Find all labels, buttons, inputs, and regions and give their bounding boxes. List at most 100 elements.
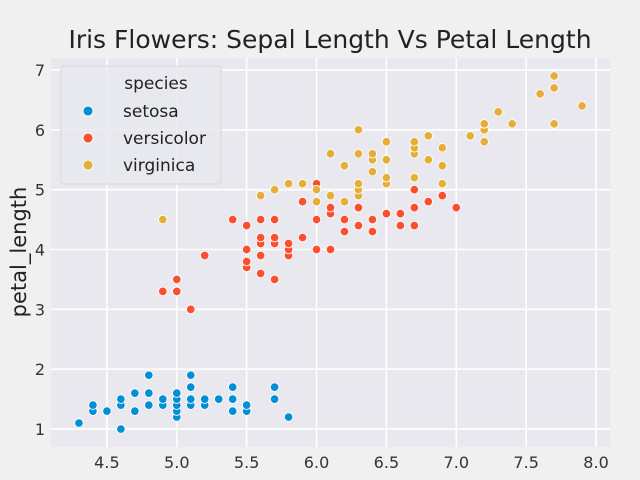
- chart-title: Iris Flowers: Sepal Length Vs Petal Leng…: [68, 25, 591, 54]
- data-point-virginica: [437, 178, 448, 189]
- data-point-virginica: [549, 71, 559, 81]
- y-tick-label: 7: [35, 61, 45, 80]
- data-point-setosa: [185, 382, 196, 392]
- data-point-setosa: [283, 412, 294, 422]
- data-point-virginica: [549, 119, 559, 129]
- legend-marker-setosa: [82, 105, 94, 117]
- data-point-versicolor: [297, 196, 308, 207]
- data-point-setosa: [241, 400, 252, 410]
- data-point-versicolor: [381, 208, 392, 219]
- y-tick-label: 2: [35, 360, 45, 379]
- data-point-virginica: [339, 160, 350, 171]
- data-point-versicolor: [311, 244, 322, 255]
- data-point-versicolor: [172, 286, 182, 297]
- y-tick-label: 3: [35, 300, 45, 319]
- data-point-setosa: [144, 400, 154, 410]
- data-point-setosa: [102, 406, 112, 416]
- data-point-versicolor: [325, 202, 336, 213]
- data-point-versicolor: [269, 274, 280, 285]
- x-tick-label: 4.5: [94, 453, 119, 472]
- data-point-versicolor: [353, 220, 364, 231]
- data-point-setosa: [227, 382, 238, 392]
- data-point-versicolor: [409, 202, 420, 213]
- data-point-virginica: [367, 149, 378, 159]
- data-point-virginica: [423, 131, 434, 141]
- data-point-setosa: [88, 400, 98, 410]
- legend-box: [60, 65, 222, 185]
- x-axis-label: sepal_length: [263, 478, 396, 480]
- data-point-versicolor: [409, 220, 420, 231]
- data-point-versicolor: [367, 226, 378, 237]
- data-point-virginica: [507, 119, 517, 129]
- data-point-versicolor: [255, 214, 266, 225]
- data-point-setosa: [116, 394, 126, 404]
- data-point-setosa: [213, 394, 224, 404]
- data-point-setosa: [158, 394, 168, 404]
- data-point-virginica: [311, 184, 322, 195]
- legend-label-virginica: virginica: [123, 156, 195, 176]
- x-tick-label: 6.5: [374, 453, 399, 472]
- data-point-virginica: [479, 119, 489, 129]
- data-point-setosa: [144, 388, 154, 398]
- x-tick-label: 5.5: [234, 453, 259, 472]
- data-point-setosa: [269, 382, 280, 392]
- legend-label-versicolor: versicolor: [123, 129, 206, 149]
- data-points: [74, 71, 587, 434]
- data-point-versicolor: [297, 232, 308, 243]
- data-point-virginica: [381, 154, 392, 165]
- data-point-setosa: [269, 394, 280, 404]
- data-point-versicolor: [325, 244, 336, 255]
- data-point-virginica: [325, 190, 336, 201]
- data-point-versicolor: [241, 244, 252, 255]
- x-tick-label: 6.0: [304, 453, 329, 472]
- data-point-versicolor: [395, 220, 406, 231]
- data-point-virginica: [255, 190, 266, 201]
- data-point-setosa: [130, 406, 140, 416]
- data-point-virginica: [479, 137, 489, 147]
- x-tick-label: 5.0: [164, 453, 189, 472]
- data-point-versicolor: [339, 214, 350, 225]
- data-point-virginica: [549, 83, 559, 93]
- data-point-setosa: [227, 394, 238, 404]
- data-point-virginica: [437, 143, 448, 153]
- data-point-versicolor: [227, 214, 238, 225]
- data-point-versicolor: [199, 250, 210, 261]
- data-point-setosa: [185, 394, 196, 404]
- data-point-versicolor: [255, 268, 266, 279]
- data-point-virginica: [423, 154, 434, 165]
- data-point-virginica: [353, 125, 364, 135]
- data-point-virginica: [297, 178, 308, 189]
- data-point-setosa: [172, 388, 182, 398]
- data-point-virginica: [325, 149, 336, 159]
- data-point-versicolor: [172, 274, 182, 285]
- y-tick-label: 4: [35, 241, 45, 260]
- data-point-virginica: [381, 172, 392, 183]
- data-point-virginica: [381, 137, 392, 147]
- y-tick-labels: 1 2 3 4 5 6 7: [35, 61, 45, 439]
- data-point-virginica: [367, 166, 378, 177]
- data-point-setosa: [74, 418, 84, 428]
- data-point-versicolor: [241, 256, 252, 267]
- data-point-versicolor: [269, 232, 280, 243]
- data-point-virginica: [493, 107, 503, 117]
- data-point-virginica: [535, 89, 545, 99]
- legend-label-setosa: setosa: [123, 102, 179, 122]
- data-point-versicolor: [269, 214, 280, 225]
- data-point-virginica: [283, 178, 294, 189]
- data-point-versicolor: [395, 208, 406, 219]
- y-tick-label: 6: [35, 121, 45, 140]
- data-point-versicolor: [158, 286, 168, 297]
- data-point-setosa: [199, 394, 210, 404]
- data-point-setosa: [130, 388, 140, 398]
- data-point-versicolor: [437, 190, 448, 201]
- data-point-virginica: [577, 101, 587, 111]
- data-point-setosa: [144, 370, 154, 380]
- data-point-virginica: [465, 131, 476, 141]
- data-point-versicolor: [255, 232, 266, 243]
- data-point-virginica: [311, 196, 322, 207]
- data-point-setosa: [185, 370, 196, 380]
- data-point-versicolor: [311, 214, 322, 225]
- y-tick-label: 5: [35, 181, 45, 200]
- data-point-virginica: [339, 196, 350, 207]
